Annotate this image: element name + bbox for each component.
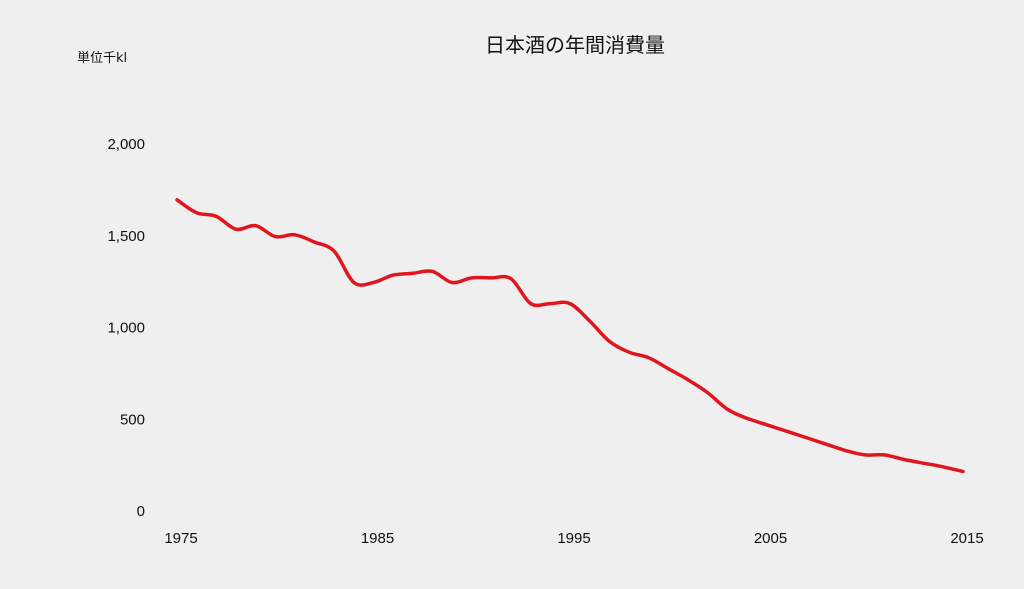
data-point [332,249,336,253]
data-point [961,470,965,473]
data-point [863,453,867,457]
data-point [489,276,493,280]
data-point [450,281,454,284]
y-tick-label: 500 [120,411,145,428]
series-line [175,198,965,474]
data-point [254,224,258,228]
x-tick-label: 1985 [361,530,394,547]
data-point [293,233,297,237]
data-point [706,391,710,395]
data-point [431,269,434,273]
data-point [214,214,218,218]
data-point [273,235,277,239]
data-point [568,302,572,306]
series-group [175,198,965,474]
data-point [647,356,651,360]
data-point [195,211,199,215]
data-point [548,302,552,306]
data-point [529,302,533,306]
data-point [765,423,768,427]
x-tick-label: 2015 [950,530,983,547]
data-point [784,429,788,433]
data-point [804,436,808,439]
data-point [902,458,906,461]
data-point [686,378,690,382]
data-point [175,198,179,202]
data-point [509,277,513,281]
chart-title: 日本酒の年間消費量 [485,33,665,57]
data-point [745,416,749,420]
data-point [882,453,886,457]
data-point [352,281,356,284]
x-tick-label: 1975 [164,530,197,547]
data-point [843,448,847,452]
y-tick-label: 1,000 [107,320,145,337]
data-point [470,276,474,280]
data-point [588,319,592,323]
data-point [666,367,670,371]
data-point [922,461,926,465]
y-tick-label: 2,000 [107,136,145,153]
y-tick-label: 0 [137,503,145,520]
data-point [234,227,238,231]
x-tick-label: 2005 [754,530,787,547]
data-point [391,273,395,277]
data-point [411,271,415,275]
data-point [941,465,945,469]
x-tick-label: 1995 [557,530,590,547]
x-axis-ticks: 1975 1985 1995 2005 2015 [164,530,983,547]
data-point [725,407,729,411]
data-point [313,240,316,244]
data-point [823,442,827,446]
y-unit-label: 単位千kl [77,50,127,66]
y-tick-label: 1,500 [107,228,145,245]
data-point [607,339,611,343]
data-point [372,281,375,284]
data-point [627,350,631,354]
y-axis-ticks: 0 500 1,000 1,500 2,000 [107,136,145,520]
